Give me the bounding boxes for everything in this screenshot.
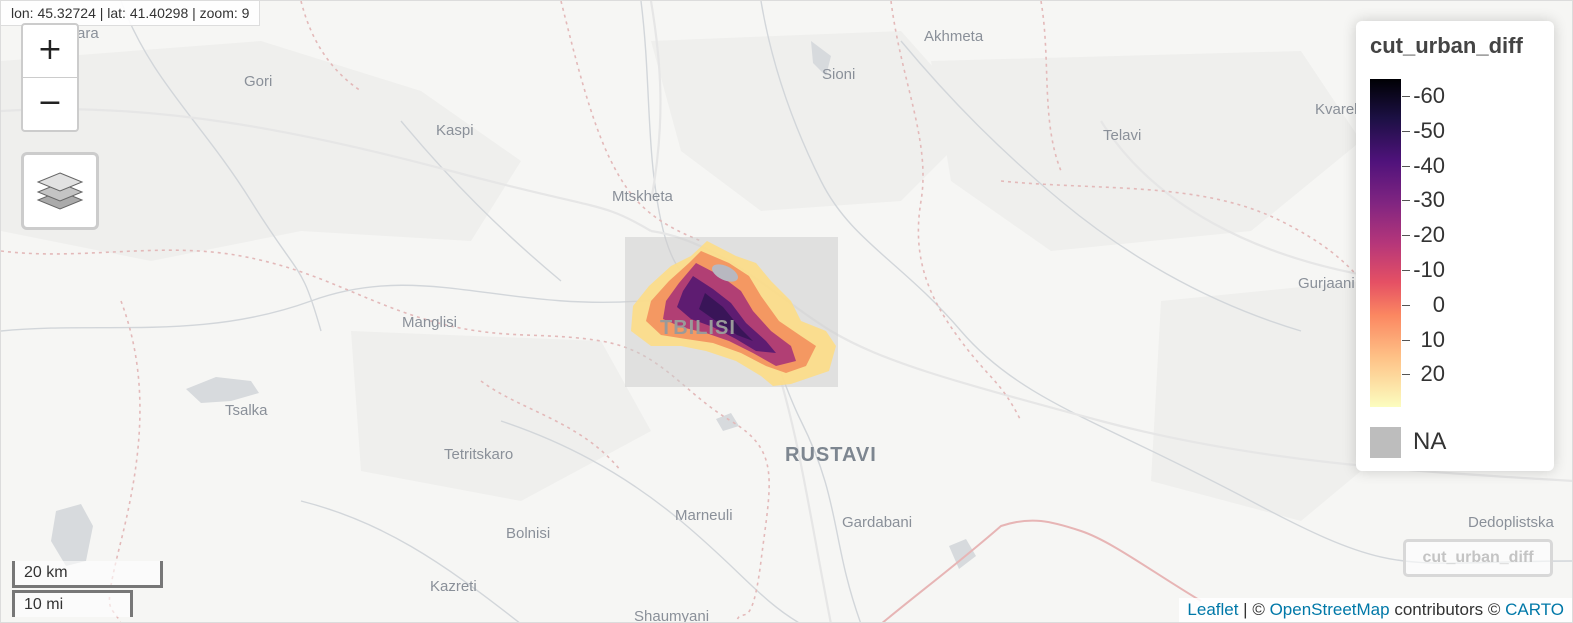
place-shaumyani: Shaumyani (634, 608, 710, 623)
zoom-control: + − (21, 23, 79, 132)
place-kaspi: Kaspi (436, 122, 474, 139)
legend-color-bar (1370, 79, 1401, 407)
legend-tick (1402, 304, 1410, 306)
legend-na-label: NA (1413, 428, 1447, 455)
legend-tick (1402, 130, 1410, 132)
place-tbilisi: TBILISI (660, 317, 736, 339)
legend-tick-label: -60 (1413, 83, 1445, 108)
legend-tick (1402, 339, 1410, 341)
legend-tick-label: 20 (1420, 361, 1445, 387)
legend-tick-label: -40 (1413, 152, 1445, 178)
legend-tick-label: -20 (1413, 222, 1445, 248)
place-marneuli: Marneuli (675, 507, 733, 524)
legend-tick-label: -50 (1413, 117, 1445, 143)
scale-bar-mi: 10 mi (12, 590, 133, 617)
legend-tick (1402, 200, 1410, 202)
osm-link[interactable]: OpenStreetMap (1269, 600, 1390, 619)
zoom-in-button[interactable]: + (37, 32, 63, 67)
place-kvareli: Kvareli (1315, 101, 1361, 118)
place-telavi: Telavi (1103, 127, 1142, 144)
place-akhmeta: Akhmeta (924, 28, 984, 45)
place-kareli: ara (77, 25, 99, 42)
place-dedoplistskaro: Dedoplistska (1468, 514, 1554, 531)
carto-link[interactable]: CARTO (1505, 600, 1564, 619)
place-sioni: Sioni (822, 66, 856, 83)
legend-tick (1402, 374, 1410, 376)
legend-tick (1402, 96, 1410, 97)
legend-tick (1402, 165, 1410, 167)
legend-tick (1402, 235, 1410, 237)
attribution-sep: | © (1238, 600, 1270, 619)
place-gori: Gori (244, 73, 273, 90)
layer-toggle-button[interactable]: cut_urban_diff (1403, 539, 1553, 577)
place-kazreti: Kazreti (430, 578, 477, 595)
place-mtskheta: Mtskheta (612, 188, 673, 205)
place-tetritskaro: Tetritskaro (444, 446, 514, 463)
place-rustavi: RUSTAVI (785, 444, 877, 466)
legend-title: cut_urban_diff (1370, 33, 1523, 58)
attribution-contributors: contributors © (1389, 600, 1506, 619)
attribution: Leaflet | © OpenStreetMap contributors ©… (1179, 598, 1572, 622)
legend-tick-label: -30 (1413, 187, 1445, 213)
place-manglisi: Manglisi (402, 314, 458, 331)
layers-control-button[interactable] (21, 152, 99, 230)
mouse-position-readout: lon: 45.32724 | lat: 41.40298 | zoom: 9 (1, 1, 261, 26)
scale-bar-km: 20 km (12, 561, 163, 588)
legend: cut_urban_diff -60 -50 -40 -30 -20 -10 0 10 20 N… (1356, 21, 1554, 471)
place-bolnisi: Bolnisi (506, 525, 551, 542)
layers-icon (36, 172, 84, 210)
place-tsalka: Tsalka (225, 402, 268, 419)
zoom-out-button[interactable]: − (23, 77, 77, 130)
legend-tick-label: 10 (1420, 326, 1445, 352)
legend-tick (1402, 270, 1410, 271)
legend-tick-label: -10 (1413, 257, 1445, 282)
place-gurjaani: Gurjaani (1298, 275, 1355, 292)
legend-tick-label: 0 (1432, 291, 1445, 317)
legend-na-swatch (1370, 427, 1401, 458)
place-gardabani: Gardabani (842, 514, 913, 531)
leaflet-link[interactable]: Leaflet (1187, 600, 1239, 619)
